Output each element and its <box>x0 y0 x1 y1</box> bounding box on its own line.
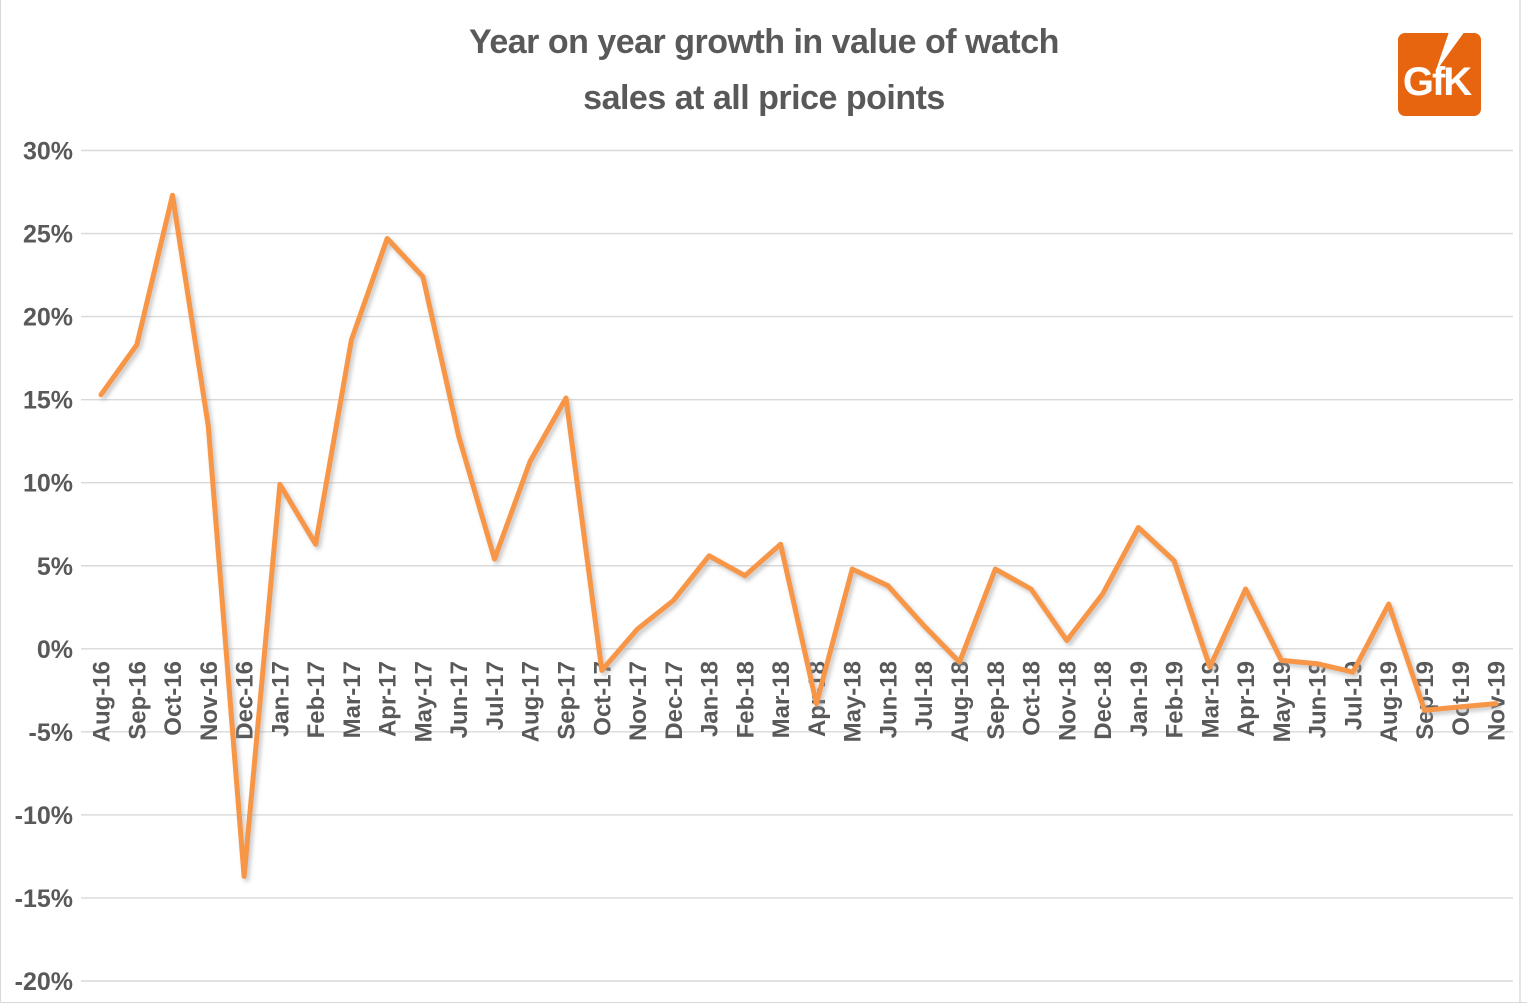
x-axis-label-apr-17: Apr-17 <box>375 661 402 737</box>
x-axis-label-sep-19: Sep-19 <box>1412 661 1439 740</box>
x-axis-label-feb-19: Feb-19 <box>1162 661 1189 738</box>
x-axis-label-feb-18: Feb-18 <box>732 661 759 738</box>
x-axis-label-apr-19: Apr-19 <box>1233 661 1260 737</box>
x-axis-label-mar-17: Mar-17 <box>339 661 366 738</box>
x-axis-label-dec-16: Dec-16 <box>232 661 259 740</box>
gridlines <box>81 0 1521 1002</box>
y-axis-label-15%: 15% <box>23 387 73 415</box>
x-axis-label-sep-16: Sep-16 <box>124 661 151 740</box>
x-axis-label-oct-16: Oct-16 <box>160 661 187 736</box>
y-axis-label--10%: -10% <box>15 802 73 830</box>
chart-title: Year on year growth in value of watch sa… <box>1 14 1527 126</box>
gfk-logo-text: GfK <box>1402 60 1472 104</box>
x-axis-label-jul-17: Jul-17 <box>482 661 509 730</box>
x-axis-label-mar-18: Mar-18 <box>768 661 795 738</box>
y-axis-label--5%: -5% <box>29 719 73 747</box>
y-axis-label--20%: -20% <box>15 968 73 996</box>
data-series <box>98 192 1499 879</box>
x-axis-label-dec-18: Dec-18 <box>1090 661 1117 740</box>
y-axis-label-30%: 30% <box>23 138 73 166</box>
x-axis-label-nov-17: Nov-17 <box>625 661 652 741</box>
x-axis-label-jan-19: Jan-19 <box>1126 661 1153 737</box>
x-axis-label-oct-18: Oct-18 <box>1019 661 1046 736</box>
y-axis-label-0%: 0% <box>37 636 73 664</box>
x-axis-label-may-19: May-19 <box>1269 661 1296 742</box>
x-axis-label-jun-18: Jun-18 <box>875 661 902 738</box>
x-axis-label-sep-18: Sep-18 <box>983 661 1010 740</box>
x-axis-label-oct-19: Oct-19 <box>1448 661 1475 736</box>
x-axis-label-jun-19: Jun-19 <box>1305 661 1332 738</box>
x-axis-label-may-17: May-17 <box>410 661 437 742</box>
x-axis-label-nov-19: Nov-19 <box>1484 661 1511 741</box>
y-axis-label-25%: 25% <box>23 221 73 249</box>
x-axis-label-mar-19: Mar-19 <box>1197 661 1224 738</box>
chart-title-line2: sales at all price points <box>583 79 945 117</box>
x-axis-label-aug-17: Aug-17 <box>518 661 545 742</box>
x-axis-label-aug-18: Aug-18 <box>947 661 974 742</box>
sales-growth-line <box>98 192 1499 879</box>
x-axis-label-aug-16: Aug-16 <box>89 661 116 742</box>
x-axis-label-aug-19: Aug-19 <box>1376 661 1403 742</box>
x-axis-label-jun-17: Jun-17 <box>446 661 473 738</box>
x-axis-label-jan-18: Jan-18 <box>697 661 724 737</box>
x-axis-label-jan-17: Jan-17 <box>267 661 294 737</box>
y-axis-label-5%: 5% <box>37 553 73 581</box>
x-axis-label-sep-17: Sep-17 <box>554 661 581 740</box>
x-axis-label-nov-16: Nov-16 <box>196 661 223 741</box>
x-axis-label-may-18: May-18 <box>840 661 867 742</box>
y-axis-labels: 30% 25% 20% 15% 10% 5% 0% -5% -10% -15% -20% <box>15 138 73 997</box>
x-axis-labels: Aug-16 Sep-16 Oct-16 Nov-16 Dec-16 Jan-17 Feb-… <box>89 661 1511 742</box>
gfk-logo: GfK <box>1398 33 1481 116</box>
x-axis-label-dec-17: Dec-17 <box>661 661 688 740</box>
y-axis-label-20%: 20% <box>23 304 73 332</box>
y-axis-label--15%: -15% <box>15 885 73 913</box>
chart-title-line1: Year on year growth in value of watch <box>469 23 1059 61</box>
y-axis-label-10%: 10% <box>23 470 73 498</box>
x-axis-label-nov-18: Nov-18 <box>1054 661 1081 741</box>
x-axis-label-feb-17: Feb-17 <box>303 661 330 738</box>
x-axis-label-jul-18: Jul-18 <box>911 661 938 730</box>
x-axis-label-oct-17: Oct-17 <box>589 661 616 736</box>
